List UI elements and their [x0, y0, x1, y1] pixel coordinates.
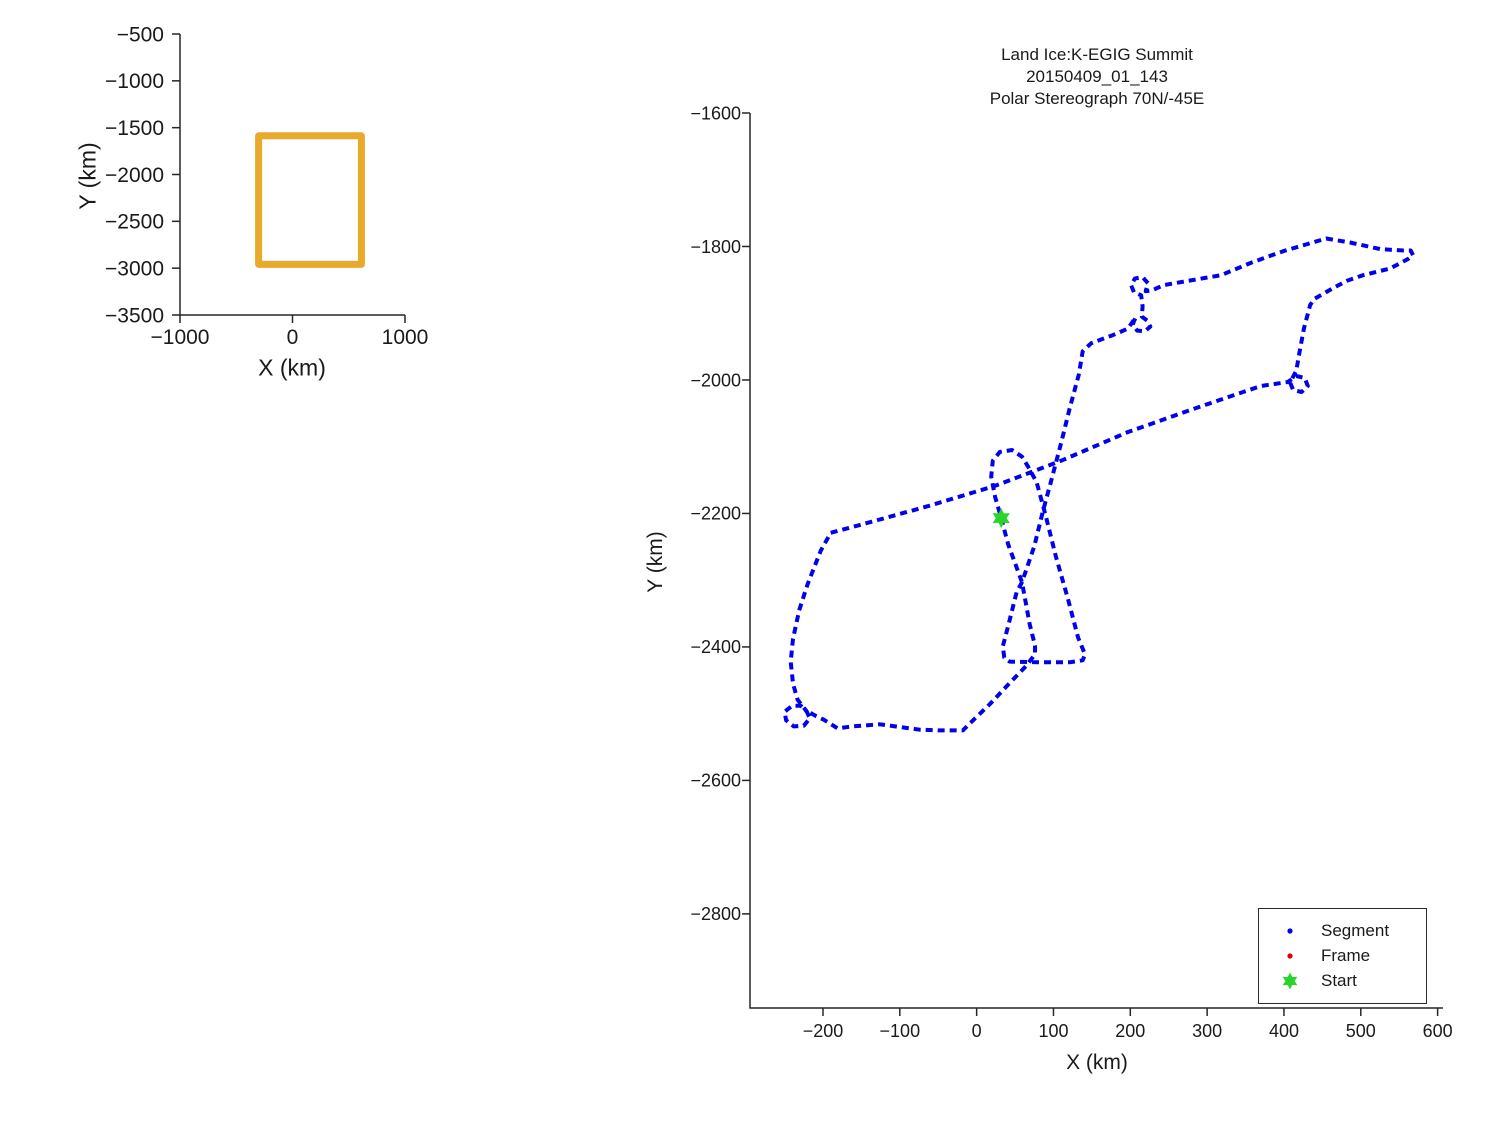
legend-label-segment: Segment [1321, 921, 1390, 940]
legend-item-start: Start [1259, 969, 1426, 994]
x-tick-label: 0 [972, 1021, 982, 1041]
x-tick-label: −1000 [151, 326, 210, 349]
overview-axes [179, 34, 405, 316]
legend-label-frame: Frame [1321, 946, 1371, 965]
y-tick-label: −3000 [105, 258, 164, 281]
legend-label-start: Start [1321, 971, 1357, 990]
legend-item-segment: Segment [1259, 919, 1426, 944]
y-tick-label: −2500 [105, 211, 164, 234]
y-tick-label: −1500 [105, 117, 164, 140]
x-tick-label: 200 [1115, 1021, 1145, 1041]
y-tick-label: −500 [117, 23, 164, 46]
x-tick-label: 500 [1346, 1021, 1376, 1041]
x-tick-label: 600 [1423, 1021, 1453, 1041]
y-tick-label: −1000 [105, 70, 164, 93]
main-plot: −200 −100 0 100 200 300 400 500 600 −1600 −1800 −20… [690, 103, 1452, 1041]
main-plot-title: Land Ice:K-EGIG Summit 20150409_01_143 P… [797, 44, 1397, 110]
y-tick-label: −3500 [105, 304, 164, 327]
y-tick-label: −1600 [690, 103, 741, 123]
y-tick-label: −2600 [690, 771, 741, 791]
x-tick-label: 100 [1038, 1021, 1068, 1041]
y-tick-label: −2000 [690, 370, 741, 390]
legend-item-frame: Frame [1259, 944, 1426, 969]
x-tick-label: 1000 [382, 326, 429, 349]
title-line-2: 20150409_01_143 [1026, 67, 1168, 86]
y-tick-label: −2000 [105, 164, 164, 187]
y-tick-label: −2400 [690, 637, 741, 657]
main-y-axis-label: Y (km) [644, 531, 667, 593]
title-line-1: Land Ice:K-EGIG Summit [1001, 45, 1193, 64]
x-tick-label: −100 [880, 1021, 921, 1041]
x-tick-label: 0 [287, 326, 299, 349]
y-tick-label: −1800 [690, 237, 741, 257]
main-axes [749, 113, 1443, 1009]
overview-x-axis-label: X (km) [258, 354, 326, 381]
y-tick-label: −2800 [690, 904, 741, 924]
flight-trajectory-path [782, 236, 1415, 733]
overview-extent-box [255, 132, 365, 268]
x-tick-label: 400 [1269, 1021, 1299, 1041]
start-marker-icon [1259, 970, 1321, 992]
main-x-axis-label: X (km) [1066, 1051, 1128, 1074]
frame-marker-icon [1259, 947, 1321, 965]
segment-marker-icon [1259, 922, 1321, 940]
x-tick-label: 300 [1192, 1021, 1222, 1041]
x-tick-label: −200 [803, 1021, 844, 1041]
overview-y-axis-label: Y (km) [74, 142, 101, 210]
start-marker [992, 508, 1010, 529]
y-tick-label: −2200 [690, 504, 741, 524]
overview-plot: −1000 0 1000 −500 −1000 −1500 −2000 −2500 −3000 −… [105, 23, 428, 349]
legend: Segment Frame Start [1258, 908, 1427, 1004]
title-line-3: Polar Stereograph 70N/-45E [989, 89, 1205, 108]
